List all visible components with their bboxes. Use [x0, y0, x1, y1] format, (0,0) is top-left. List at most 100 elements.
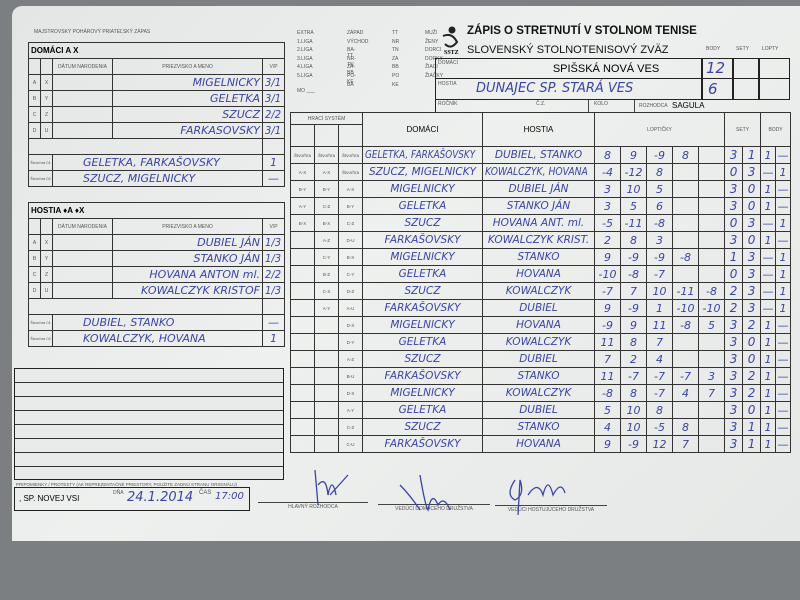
- game-score: -5: [602, 216, 613, 230]
- time-value: 17:00: [215, 491, 244, 502]
- home-player-cell: FARKAŠOVSKY: [362, 435, 483, 453]
- name-header: PRIEZVISKO A MENO: [162, 63, 213, 70]
- system-code: B-Y: [298, 186, 307, 192]
- game-score-cell: -11: [620, 214, 647, 232]
- game-score: 5: [656, 182, 663, 196]
- sets-score-cell: 3: [724, 333, 744, 351]
- system-code-cell: D-U: [338, 231, 363, 249]
- guest-player: STANKO: [517, 370, 560, 382]
- sets-score-cell: 2: [742, 367, 762, 385]
- sets-score-cell: 0: [742, 333, 762, 351]
- system-code: D-Y: [346, 339, 355, 345]
- doubles-pair: KOWALCZYK, HOVANA: [83, 332, 206, 345]
- doubles-pair: DUBIEL, STANKO: [83, 316, 175, 329]
- system-code-cell: Štvorhra: [314, 146, 339, 164]
- sety-label: SETY: [736, 46, 750, 52]
- match-point: —: [777, 420, 789, 434]
- system-code-cell: B-X: [314, 214, 339, 232]
- game-score: -10: [598, 267, 617, 281]
- game-score: 3: [708, 369, 716, 383]
- match-row: D-X MIGELNICKY KOWALCZYK -8 8 -7 4 7 3 2 1 —: [290, 384, 792, 402]
- game-score-cell: 7: [620, 282, 647, 300]
- league-option: 1.LIGA: [297, 38, 313, 45]
- game-score-cell: 3: [594, 180, 621, 198]
- sets-score: 0: [747, 335, 756, 349]
- game-score: 11: [600, 369, 615, 383]
- home-player: FARKAŠOVSKY: [384, 370, 461, 382]
- game-score-cell: 4: [646, 350, 673, 368]
- guest-player: HOVANA: [516, 319, 561, 331]
- home-player-row: A X MIGELNICKY 3/1: [28, 74, 286, 91]
- home-player-cell: SZUCZ: [362, 214, 483, 232]
- player-name-cell: SZUCZ: [112, 106, 263, 123]
- doubles-pair-cell: KOWALCZYK, HOVANA: [52, 330, 263, 347]
- system-code-cell: C-Y: [338, 265, 363, 283]
- home-player: MIGELNICKY: [390, 251, 455, 263]
- match-point: —: [762, 216, 774, 230]
- player-code-alt: X: [44, 239, 49, 246]
- game-score: -8: [680, 318, 691, 332]
- league-option: EXTRA: [297, 30, 314, 36]
- date-of-birth-cell: [52, 74, 113, 91]
- game-score-cell: 11: [594, 333, 621, 351]
- game-score-cell: -8: [620, 265, 647, 283]
- win-loss-header-cell: V/P: [261, 58, 286, 75]
- guest-player: DUBIEL, STANKO: [494, 149, 583, 161]
- place-text: , SP. NOVEJ VSI: [19, 494, 80, 503]
- game-score-cell: [697, 231, 726, 249]
- system-code-cell: B-Y: [314, 180, 339, 198]
- sets-score-cell: 3: [742, 163, 762, 181]
- match-row: B-Y B-Y A-X MIGELNICKY DUBIEL JÁN 3 10 5 3 0 1—: [290, 180, 792, 198]
- guest-player-cell: DUBIEL, STANKO: [482, 146, 595, 164]
- game-score-cell: 8: [672, 418, 699, 436]
- system-code: C-U: [346, 441, 355, 447]
- system-code-cell: A-Z: [314, 231, 339, 249]
- sets-score-cell: 3: [724, 231, 744, 249]
- system-code: B-X: [322, 220, 331, 226]
- match-point-cell: 1: [760, 146, 777, 164]
- doubles-result: 1: [270, 332, 277, 345]
- match-point: 1: [764, 386, 772, 400]
- sets-score: 2: [729, 284, 738, 298]
- player-code: A: [32, 79, 37, 86]
- sets-score-cell: 3: [742, 282, 762, 300]
- sets-score: 3: [729, 420, 738, 434]
- player-code-cell: C: [28, 266, 41, 283]
- player-code-alt: Y: [44, 255, 49, 262]
- game-score-cell: [672, 180, 699, 198]
- guest-player-cell: KOWALCZYK: [482, 333, 595, 351]
- match-point-cell: 1: [775, 282, 792, 300]
- guest-leader-signature: [509, 479, 566, 516]
- guest-roster-table: HOSTIA ♦A ♦X DÁTUM NARODENIA PRIEZVISKO A …: [28, 202, 285, 347]
- game-score: 8: [604, 148, 611, 162]
- system-code-cell: C-Z: [338, 214, 363, 232]
- game-score: -9: [628, 437, 639, 451]
- match-point: —: [777, 369, 789, 383]
- match-point-cell: —: [760, 265, 777, 283]
- game-score-cell: [697, 401, 726, 419]
- system-code-cell: [314, 401, 339, 419]
- home-leader-signature-line: VEDÚCI DOMÁCEHO DRUŽSTVA: [378, 504, 490, 512]
- game-score: 9: [604, 250, 611, 264]
- match-point-cell: 1: [760, 418, 777, 436]
- guest-header: HOSTIA: [523, 125, 554, 134]
- match-point-cell: 1: [760, 333, 777, 351]
- date-of-birth-cell: [52, 282, 113, 299]
- player-name-cell: GELETKA: [112, 90, 263, 107]
- game-score: 7: [656, 335, 663, 349]
- doubles-pair-cell: DUBIEL, STANKO: [52, 314, 263, 331]
- system-code: A-Y: [322, 305, 331, 311]
- home-player: MIGELNICKY: [390, 183, 455, 195]
- guest-player: HOVANA ANT. ml.: [492, 217, 585, 229]
- sets-score-cell: 0: [742, 350, 762, 368]
- match-row: D-X MIGELNICKY HOVANA -9 9 11 -8 5 3 2 1 —: [290, 316, 792, 334]
- match-point: —: [777, 148, 789, 162]
- guest-player: HOVANA: [516, 438, 561, 450]
- player-win-loss: 2/2: [265, 108, 282, 121]
- player-win-loss-cell: 1/3: [262, 234, 285, 251]
- game-score-cell: -9: [594, 316, 621, 334]
- system-code-cell: C-U: [338, 435, 363, 453]
- teams-score-box: DOMÁCI SPIŠSKÁ NOVÁ VES 12 HOSTIA DUNAJE…: [435, 58, 790, 100]
- player-name-cell: MIGELNICKY: [112, 74, 263, 91]
- match-point: 1: [779, 216, 787, 230]
